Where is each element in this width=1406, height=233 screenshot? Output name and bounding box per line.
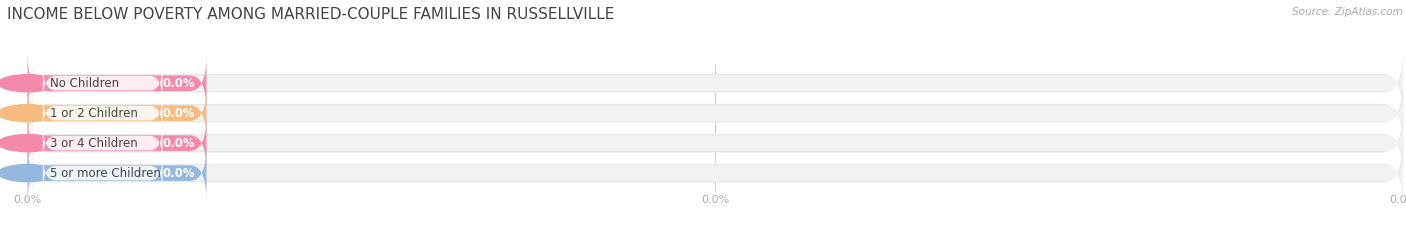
Text: 1 or 2 Children: 1 or 2 Children bbox=[51, 107, 138, 120]
FancyBboxPatch shape bbox=[32, 85, 1403, 141]
Text: Source: ZipAtlas.com: Source: ZipAtlas.com bbox=[1292, 7, 1403, 17]
Text: No Children: No Children bbox=[51, 77, 120, 90]
Ellipse shape bbox=[0, 104, 58, 123]
FancyBboxPatch shape bbox=[28, 85, 207, 141]
FancyBboxPatch shape bbox=[28, 115, 207, 171]
Text: 3 or 4 Children: 3 or 4 Children bbox=[51, 137, 138, 150]
FancyBboxPatch shape bbox=[28, 137, 1403, 209]
FancyBboxPatch shape bbox=[42, 123, 163, 163]
FancyBboxPatch shape bbox=[28, 48, 1403, 119]
FancyBboxPatch shape bbox=[32, 115, 1403, 171]
Ellipse shape bbox=[0, 164, 58, 182]
FancyBboxPatch shape bbox=[28, 145, 207, 201]
FancyBboxPatch shape bbox=[42, 153, 163, 193]
Ellipse shape bbox=[0, 134, 58, 152]
FancyBboxPatch shape bbox=[42, 63, 163, 103]
FancyBboxPatch shape bbox=[32, 55, 1403, 111]
Text: INCOME BELOW POVERTY AMONG MARRIED-COUPLE FAMILIES IN RUSSELLVILLE: INCOME BELOW POVERTY AMONG MARRIED-COUPL… bbox=[7, 7, 614, 22]
Text: 0.0%: 0.0% bbox=[163, 167, 195, 180]
Text: 5 or more Children: 5 or more Children bbox=[51, 167, 160, 180]
Text: 0.0%: 0.0% bbox=[163, 77, 195, 90]
FancyBboxPatch shape bbox=[32, 145, 1403, 201]
FancyBboxPatch shape bbox=[42, 93, 163, 133]
Text: 0.0%: 0.0% bbox=[163, 137, 195, 150]
FancyBboxPatch shape bbox=[28, 78, 1403, 149]
Ellipse shape bbox=[0, 74, 58, 93]
Text: 0.0%: 0.0% bbox=[163, 107, 195, 120]
FancyBboxPatch shape bbox=[28, 107, 1403, 179]
FancyBboxPatch shape bbox=[28, 55, 207, 111]
